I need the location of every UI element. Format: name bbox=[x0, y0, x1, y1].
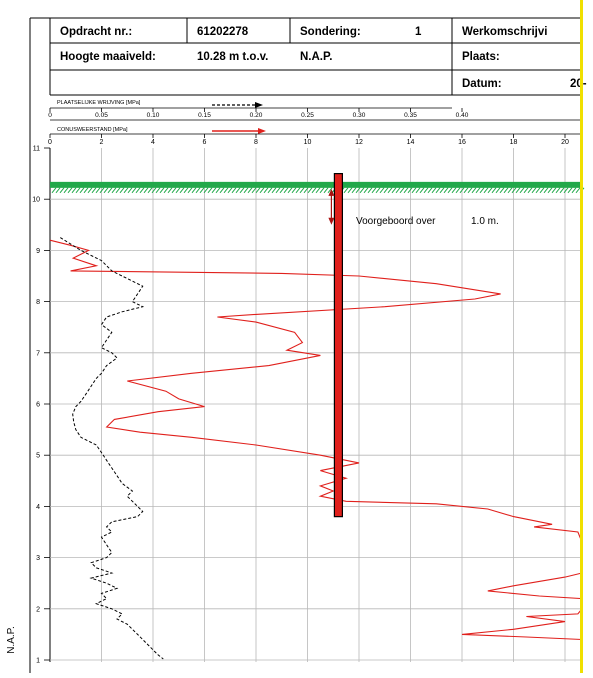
cone-tick-label: 12 bbox=[355, 139, 363, 146]
cone-tick-label: 4 bbox=[151, 139, 155, 146]
cone-tick-label: 6 bbox=[203, 139, 207, 146]
header-cell-text: 10.28 m t.o.v. bbox=[197, 51, 268, 63]
predrilled-marker-bar bbox=[333, 173, 343, 518]
cone-axis-label: CONUSWEERSTAND [MPa] bbox=[57, 127, 128, 133]
header-cell-text: 61202278 bbox=[197, 26, 249, 38]
friction-tick-label: 0.05 bbox=[95, 112, 108, 119]
y-tick-label: 2 bbox=[36, 606, 40, 613]
header-cell-text: Sondering: bbox=[300, 26, 361, 38]
predrilled-arrow-up bbox=[328, 188, 335, 196]
friction-tick-label: 0.40 bbox=[456, 112, 469, 119]
cone-tick-label: 0 bbox=[48, 139, 52, 146]
predrilled-arrow-down bbox=[328, 217, 335, 225]
y-tick-label: 5 bbox=[36, 453, 40, 460]
cone-tick-label: 2 bbox=[100, 139, 104, 146]
y-tick-label: 9 bbox=[36, 248, 40, 255]
friction-tick-label: 0.15 bbox=[198, 112, 211, 119]
header-cell-text: 20- bbox=[570, 78, 587, 90]
y-tick-label: 10 bbox=[32, 197, 40, 204]
sleeve-friction-line bbox=[60, 237, 164, 660]
friction-tick-label: 0.20 bbox=[250, 112, 263, 119]
cone-tick-label: 14 bbox=[407, 139, 415, 146]
page-edge-highlight bbox=[580, 0, 583, 673]
cone-tick-label: 16 bbox=[458, 139, 466, 146]
y-tick-label: 8 bbox=[36, 299, 40, 306]
cone-resistance-line bbox=[49, 239, 583, 641]
friction-tick-label: 0.30 bbox=[353, 112, 366, 119]
y-tick-label: 7 bbox=[36, 350, 40, 357]
header-cell-text: Hoogte maaiveld: bbox=[60, 51, 156, 63]
cone-tick-label: 8 bbox=[254, 139, 258, 146]
friction-tick-label: 0.10 bbox=[147, 112, 160, 119]
y-tick-label: 4 bbox=[36, 504, 40, 511]
cone-tick-label: 18 bbox=[510, 139, 518, 146]
y-tick-label: 3 bbox=[36, 555, 40, 562]
friction-tick-label: 0.25 bbox=[301, 112, 314, 119]
y-axis-label: N.A.P. bbox=[6, 626, 17, 654]
cone-tick-label: 10 bbox=[304, 139, 312, 146]
header-cell-text: Opdracht nr.: bbox=[60, 26, 132, 38]
friction-tick-label: 0 bbox=[48, 112, 52, 119]
cone-legend-arrow bbox=[258, 128, 266, 134]
header-cell-text: Datum: bbox=[462, 78, 502, 90]
y-tick-label: 11 bbox=[33, 146, 40, 153]
ground-hatching bbox=[51, 187, 585, 194]
friction-legend-arrow bbox=[255, 102, 263, 108]
header-cell-text: 1 bbox=[415, 26, 422, 38]
header-cell-text: Werkomschrijvi bbox=[462, 26, 547, 38]
friction-tick-label: 0.35 bbox=[404, 112, 417, 119]
y-tick-label: 1 bbox=[36, 658, 40, 665]
friction-axis-label: PLAATSELIJKE WRIJVING [MPa] bbox=[57, 100, 141, 106]
header-cell-text: N.A.P. bbox=[300, 51, 332, 63]
y-tick-label: 6 bbox=[36, 402, 40, 409]
header-cell-text: Plaats: bbox=[462, 51, 500, 63]
ground-level-band bbox=[50, 181, 582, 188]
cone-tick-label: 20 bbox=[561, 139, 569, 146]
predrilled-annotation-depth: 1.0 m. bbox=[471, 216, 499, 227]
predrilled-annotation-text: Voorgeboord over bbox=[356, 216, 436, 227]
